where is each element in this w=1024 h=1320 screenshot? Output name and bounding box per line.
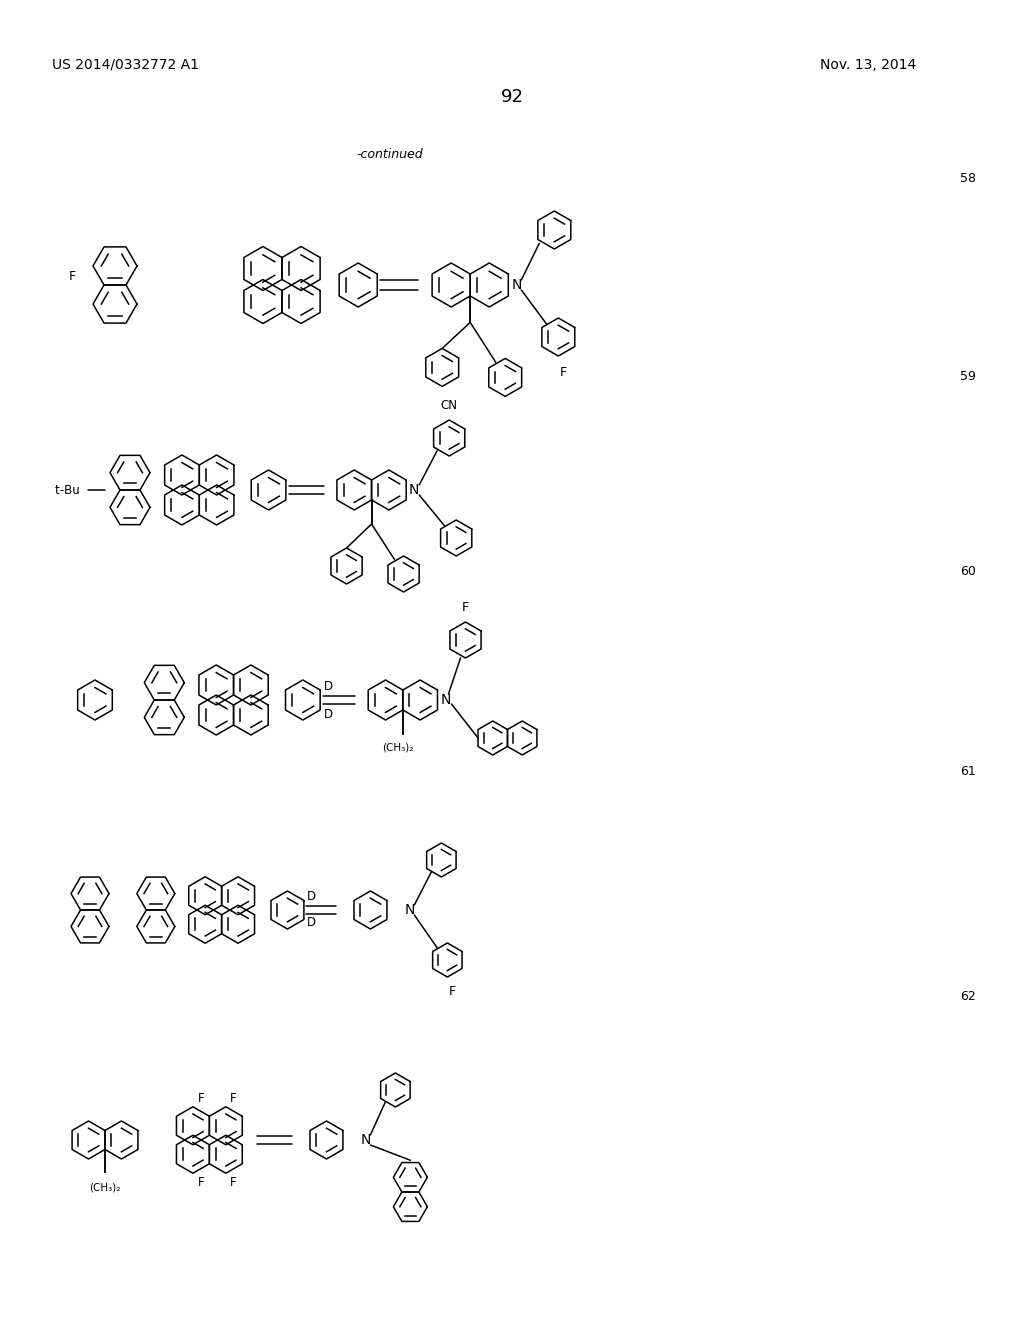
- Text: 58: 58: [961, 172, 976, 185]
- Text: Nov. 13, 2014: Nov. 13, 2014: [820, 58, 916, 73]
- Text: 92: 92: [501, 88, 523, 106]
- Text: F: F: [449, 985, 456, 998]
- Text: (CH₃)₂: (CH₃)₂: [89, 1183, 121, 1192]
- Text: F: F: [230, 1176, 237, 1188]
- Text: US 2014/0332772 A1: US 2014/0332772 A1: [52, 58, 199, 73]
- Text: F: F: [198, 1176, 205, 1188]
- Text: F: F: [69, 271, 76, 284]
- Text: F: F: [560, 366, 567, 379]
- Text: D: D: [307, 891, 316, 903]
- Text: F: F: [462, 601, 469, 614]
- Text: 60: 60: [961, 565, 976, 578]
- Text: 59: 59: [961, 370, 976, 383]
- Text: 62: 62: [961, 990, 976, 1003]
- Text: N: N: [440, 693, 451, 708]
- Text: F: F: [198, 1092, 205, 1105]
- Text: D: D: [307, 916, 316, 929]
- Text: D: D: [325, 680, 334, 693]
- Text: t-⁠Bu: t-⁠Bu: [54, 483, 80, 496]
- Text: D: D: [325, 708, 334, 721]
- Text: CN: CN: [440, 399, 458, 412]
- Text: F: F: [230, 1092, 237, 1105]
- Text: 61: 61: [961, 766, 976, 777]
- Text: (CH₃)₂: (CH₃)₂: [382, 742, 414, 752]
- Text: N: N: [360, 1133, 371, 1147]
- Text: N: N: [409, 483, 420, 498]
- Text: N: N: [404, 903, 415, 917]
- Text: -continued: -continued: [356, 148, 423, 161]
- Text: N: N: [511, 279, 521, 292]
